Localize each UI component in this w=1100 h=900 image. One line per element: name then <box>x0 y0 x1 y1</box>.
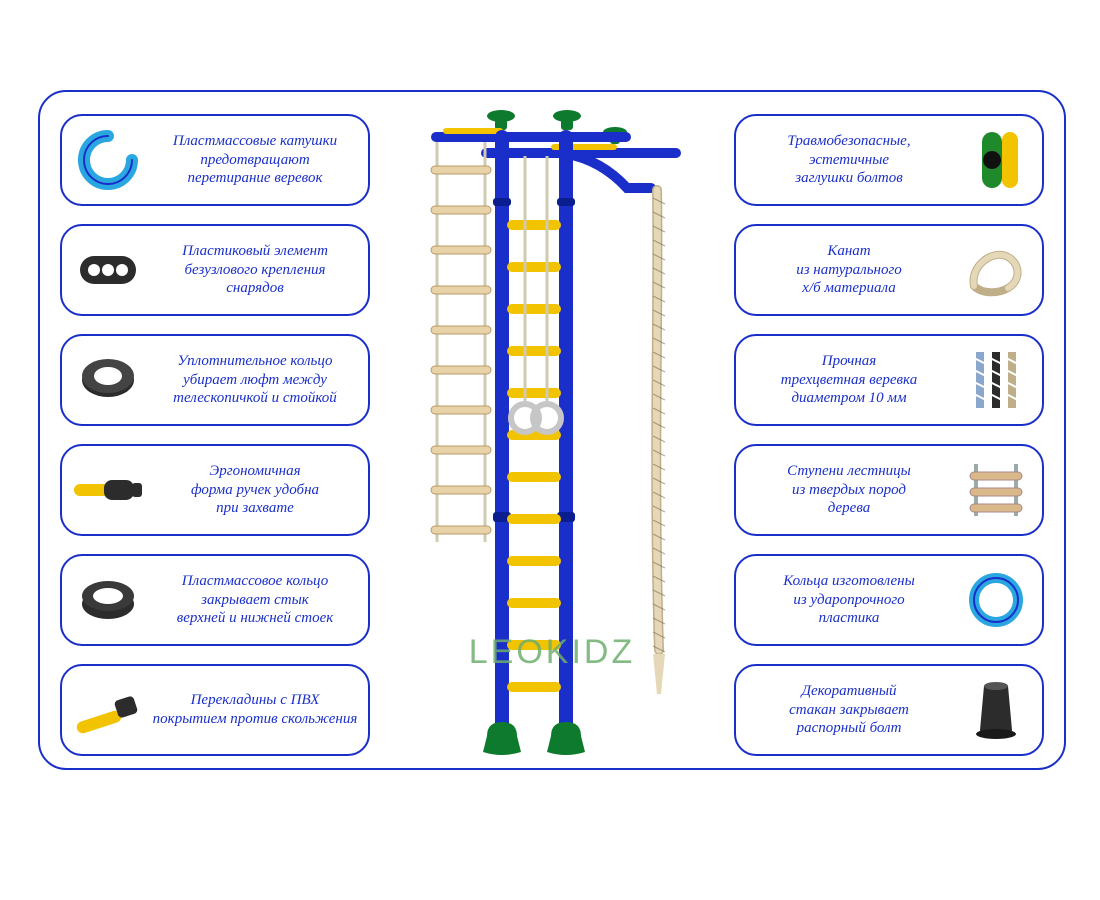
joint-ring-icon <box>72 564 144 636</box>
tricolor-rope-icon <box>960 344 1032 416</box>
rings-icon <box>960 564 1032 636</box>
rope-icon <box>960 234 1032 306</box>
cup-icon <box>960 674 1032 746</box>
feature-seal-ring-text: Уплотнительное кольцо убирает люфт между… <box>152 352 358 408</box>
feature-grip: Эргономичная форма ручек удобна при захв… <box>60 444 370 536</box>
spool-icon <box>72 124 144 196</box>
watermark-text: LEOKIDZ <box>391 633 713 672</box>
feature-cup: Декоративный стакан закрывает распорный … <box>734 664 1044 756</box>
feature-bolt-cap: Травмобезопасные, эстетичные заглушки бо… <box>734 114 1044 206</box>
grip-icon <box>72 454 144 526</box>
feature-joint-ring-text: Пластмассовое кольцо закрывает стык верх… <box>152 572 358 628</box>
feature-tricolor-rope-text: Прочная трехцветная веревка диаметром 10… <box>746 352 952 408</box>
feature-crossbar: Перекладины с ПВХ покрытием против сколь… <box>60 664 370 756</box>
feature-knotless: Пластиковый элемент безузлового креплени… <box>60 224 370 316</box>
feature-rings: Кольца изготовлены из ударопрочного плас… <box>734 554 1044 646</box>
feature-tricolor-rope: Прочная трехцветная веревка диаметром 10… <box>734 334 1044 426</box>
feature-spool-text: Пластмассовые катушки предотвращают пере… <box>152 132 358 188</box>
feature-joint-ring: Пластмассовое кольцо закрывает стык верх… <box>60 554 370 646</box>
outer-frame: Пластмассовые катушки предотвращают пере… <box>38 90 1066 770</box>
feature-cup-text: Декоративный стакан закрывает распорный … <box>746 682 952 738</box>
left-feature-column: Пластмассовые катушки предотвращают пере… <box>60 114 370 756</box>
rungs-icon <box>960 454 1032 526</box>
bolt-cap-icon <box>960 124 1032 196</box>
crossbar-icon <box>72 674 144 746</box>
feature-rings-text: Кольца изготовлены из ударопрочного плас… <box>746 572 952 628</box>
feature-crossbar-text: Перекладины с ПВХ покрытием против сколь… <box>152 691 358 729</box>
feature-rungs: Ступени лестницы из твердых пород дерева <box>734 444 1044 536</box>
central-product-illustration: LEOKIDZ <box>391 102 713 758</box>
feature-rope: Канат из натурального х/б материала <box>734 224 1044 316</box>
right-feature-column: Травмобезопасные, эстетичные заглушки бо… <box>734 114 1044 756</box>
infographic-canvas: Пластмассовые катушки предотвращают пере… <box>0 0 1100 900</box>
feature-knotless-text: Пластиковый элемент безузлового креплени… <box>152 242 358 298</box>
feature-grip-text: Эргономичная форма ручек удобна при захв… <box>152 462 358 518</box>
feature-rungs-text: Ступени лестницы из твердых пород дерева <box>746 462 952 518</box>
feature-spool: Пластмассовые катушки предотвращают пере… <box>60 114 370 206</box>
seal-ring-icon <box>72 344 144 416</box>
feature-bolt-cap-text: Травмобезопасные, эстетичные заглушки бо… <box>746 132 952 188</box>
knotless-icon <box>72 234 144 306</box>
feature-seal-ring: Уплотнительное кольцо убирает люфт между… <box>60 334 370 426</box>
feature-rope-text: Канат из натурального х/б материала <box>746 242 952 298</box>
